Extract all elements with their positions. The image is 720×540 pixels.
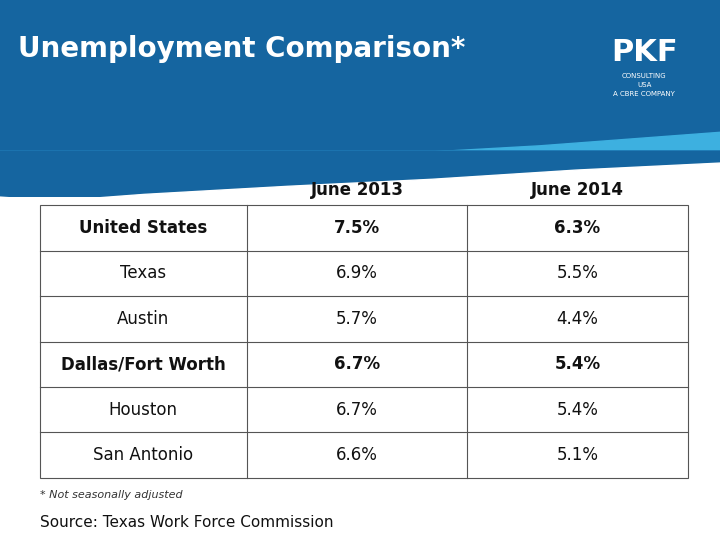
Text: 6.3%: 6.3%: [554, 219, 600, 237]
Text: 6.6%: 6.6%: [336, 446, 378, 464]
Text: 6.7%: 6.7%: [336, 401, 378, 418]
Text: Dallas/Fort Worth: Dallas/Fort Worth: [61, 355, 225, 373]
Text: Houston: Houston: [109, 401, 178, 418]
Text: Source: Texas Work Force Commission: Source: Texas Work Force Commission: [40, 515, 333, 530]
Text: 4.4%: 4.4%: [557, 310, 598, 328]
Text: 5.7%: 5.7%: [336, 310, 378, 328]
Text: 5.4%: 5.4%: [557, 401, 598, 418]
Text: 5.1%: 5.1%: [557, 446, 598, 464]
Bar: [0, 0, 720, 151]
Text: Texas: Texas: [120, 265, 166, 282]
Text: June 2013: June 2013: [310, 181, 404, 199]
Text: June 2014: June 2014: [531, 181, 624, 199]
Text: PKF: PKF: [611, 38, 678, 67]
Polygon shape: [0, 151, 720, 189]
Polygon shape: [0, 132, 720, 176]
Text: Unemployment Comparison*: Unemployment Comparison*: [18, 35, 465, 63]
Text: 7.5%: 7.5%: [334, 219, 380, 237]
Polygon shape: [0, 151, 720, 201]
Text: 5.4%: 5.4%: [554, 355, 600, 373]
Text: 6.7%: 6.7%: [334, 355, 380, 373]
Text: 6.9%: 6.9%: [336, 265, 378, 282]
Text: Austin: Austin: [117, 310, 169, 328]
Text: United States: United States: [79, 219, 207, 237]
Text: CONSULTING
USA
A CBRE COMPANY: CONSULTING USA A CBRE COMPANY: [613, 73, 675, 97]
Text: * Not seasonally adjusted: * Not seasonally adjusted: [40, 490, 182, 500]
Polygon shape: [0, 163, 720, 540]
Text: 5.5%: 5.5%: [557, 265, 598, 282]
Text: San Antonio: San Antonio: [93, 446, 194, 464]
Bar: [40, 205, 688, 478]
Bar: [0, 197, 720, 540]
